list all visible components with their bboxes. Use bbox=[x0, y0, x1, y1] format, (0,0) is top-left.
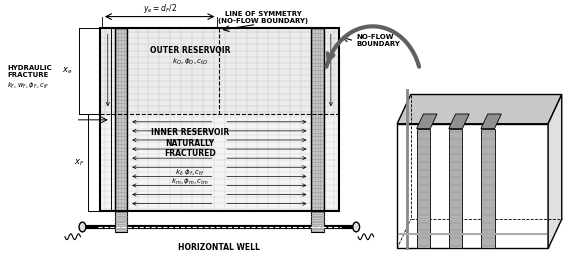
Text: $x_F$: $x_F$ bbox=[74, 157, 85, 168]
Ellipse shape bbox=[353, 222, 359, 232]
Bar bbox=[100, 28, 339, 211]
Text: $y_e = d_F /2$: $y_e = d_F /2$ bbox=[143, 2, 177, 15]
Polygon shape bbox=[481, 114, 501, 129]
Bar bbox=[397, 124, 548, 249]
Text: HORIZONTAL WELL: HORIZONTAL WELL bbox=[179, 242, 260, 251]
Text: $k_O, \phi_O, c_{tO}$: $k_O, \phi_O, c_{tO}$ bbox=[172, 57, 209, 68]
Bar bbox=[100, 114, 339, 211]
Bar bbox=[312, 28, 324, 211]
Text: HYDRAULIC
FRACTURE: HYDRAULIC FRACTURE bbox=[7, 65, 52, 78]
Text: $k_f, \phi_f, c_{tf}$: $k_f, \phi_f, c_{tf}$ bbox=[175, 167, 205, 178]
Polygon shape bbox=[397, 95, 562, 124]
Bar bbox=[312, 211, 324, 232]
Bar bbox=[416, 129, 430, 249]
Bar bbox=[481, 129, 495, 249]
Bar bbox=[115, 211, 127, 232]
Text: OUTER RESERVOIR: OUTER RESERVOIR bbox=[150, 46, 230, 55]
Polygon shape bbox=[449, 114, 469, 129]
Bar bbox=[115, 28, 127, 211]
Ellipse shape bbox=[79, 222, 86, 232]
Text: INNER RESERVOIR
NATURALLY
FRACTURED: INNER RESERVOIR NATURALLY FRACTURED bbox=[151, 128, 229, 158]
Text: LINE OF SYMMETRY
(NO-FLOW BOUNDARY): LINE OF SYMMETRY (NO-FLOW BOUNDARY) bbox=[218, 11, 308, 24]
Bar bbox=[115, 28, 127, 211]
Bar bbox=[100, 28, 339, 114]
Bar bbox=[312, 28, 324, 211]
Text: $k_m, \phi_m, c_{tm}$: $k_m, \phi_m, c_{tm}$ bbox=[171, 177, 209, 187]
Text: NO-FLOW
BOUNDARY: NO-FLOW BOUNDARY bbox=[356, 34, 400, 47]
Text: $k_F, w_F, \phi_F, c_{tF}$: $k_F, w_F, \phi_F, c_{tF}$ bbox=[7, 81, 50, 91]
Text: $x_e$: $x_e$ bbox=[62, 66, 73, 76]
Polygon shape bbox=[416, 114, 437, 129]
Bar bbox=[449, 129, 463, 249]
Polygon shape bbox=[548, 95, 562, 249]
